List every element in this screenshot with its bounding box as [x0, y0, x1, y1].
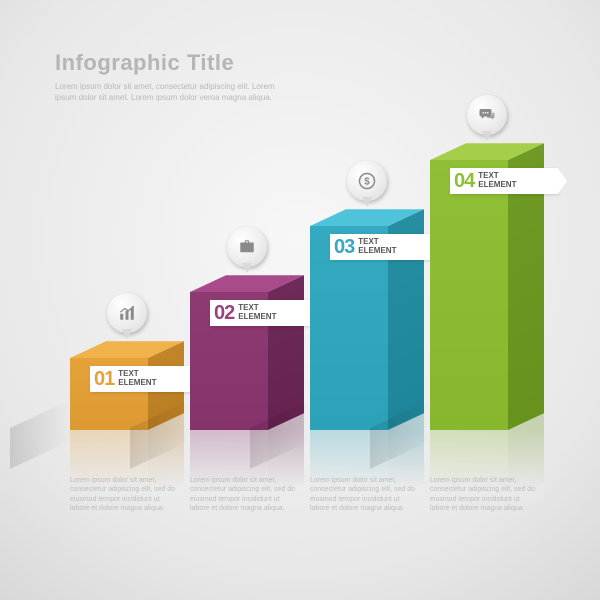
chart-icon [107, 293, 147, 333]
label-number: 03 [334, 236, 354, 259]
pillar-description-04: Lorem ipsum dolor sit amet, consectetur … [430, 476, 538, 514]
infographic-stage: 01TextElementLorem ipsum dolor sit amet,… [0, 0, 600, 600]
briefcase-icon [227, 227, 267, 267]
pillar-shadow [10, 400, 70, 469]
pillar-description-03: Lorem ipsum dolor sit amet, consectetur … [310, 476, 418, 514]
label-number: 04 [454, 170, 474, 193]
label-ribbon-03: 03TextElement [330, 234, 438, 260]
label-ribbon-04: 04TextElement [450, 168, 558, 194]
label-ribbon-01: 01TextElement [90, 366, 198, 392]
svg-text:$: $ [364, 177, 370, 188]
label-text: TextElement [238, 304, 276, 322]
dollar-icon: $ [347, 161, 387, 201]
pin-marker-03: $ [347, 161, 387, 201]
label-ribbon-02: 02TextElement [210, 300, 318, 326]
chat-icon [467, 95, 507, 135]
pillar-description-01: Lorem ipsum dolor sit amet, consectetur … [70, 476, 178, 514]
pin-marker-01 [107, 293, 147, 333]
pillar-description-02: Lorem ipsum dolor sit amet, consectetur … [190, 476, 298, 514]
label-text: TextElement [478, 172, 516, 190]
pin-marker-02 [227, 227, 267, 267]
label-text: TextElement [358, 238, 396, 256]
label-number: 02 [214, 302, 234, 325]
label-number: 01 [94, 368, 114, 391]
label-text: TextElement [118, 370, 156, 388]
pin-marker-04 [467, 95, 507, 135]
